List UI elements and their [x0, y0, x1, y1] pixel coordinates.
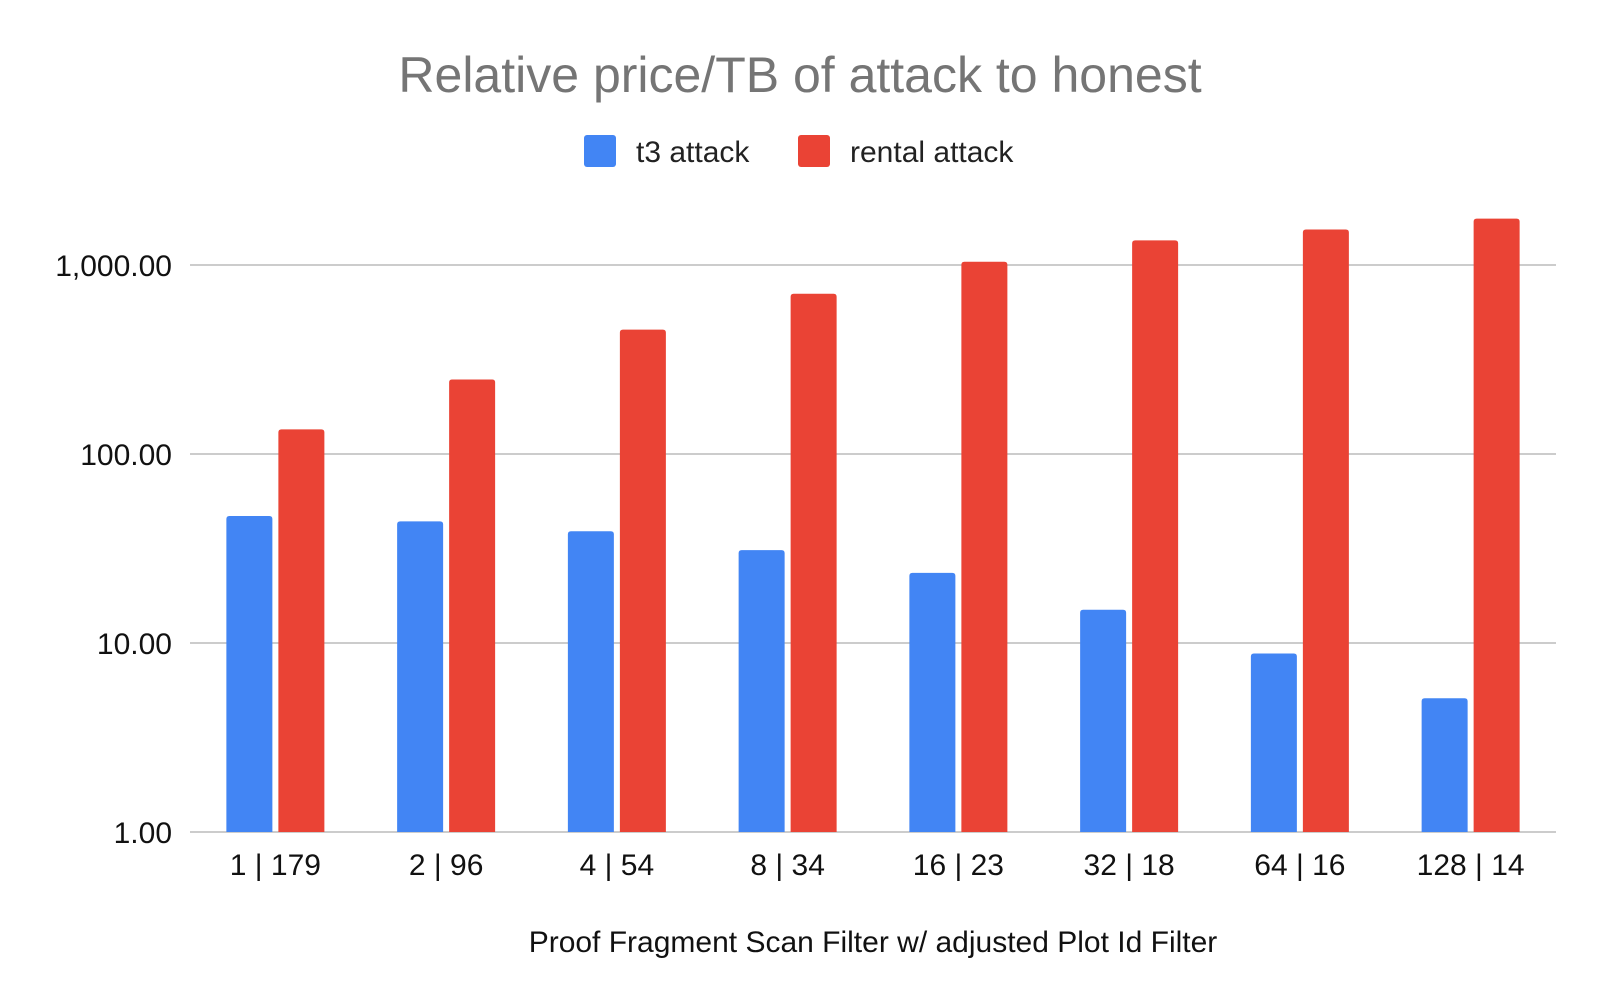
legend: t3 attack rental attack — [584, 135, 1014, 169]
bar-t3-attack — [397, 521, 444, 832]
bar-rental-attack — [449, 379, 496, 832]
bar-rental-attack — [1473, 218, 1520, 833]
x-tick-label: 1 | 179 — [230, 849, 321, 882]
y-tick-label: 10.00 — [97, 628, 172, 661]
bar-rental-attack — [619, 329, 666, 832]
bar-rental-attack — [790, 293, 837, 832]
y-axis-ticks: 1.00 10.00 100.00 1,000.00 — [55, 250, 172, 850]
bar-rental-attack — [1132, 240, 1179, 832]
legend-swatch-t3-attack — [584, 135, 616, 167]
gridlines — [190, 264, 1556, 833]
x-tick-label: 4 | 54 — [580, 849, 655, 882]
bar-t3-attack — [909, 572, 956, 832]
y-tick-label: 1,000.00 — [55, 250, 172, 283]
x-tick-label: 16 | 23 — [913, 849, 1004, 882]
bar-rental-attack — [278, 429, 325, 832]
legend-label-t3-attack: t3 attack — [636, 136, 750, 169]
legend-swatch-rental-attack — [798, 135, 830, 167]
bar-t3-attack — [567, 531, 614, 832]
x-tick-label: 128 | 14 — [1417, 849, 1525, 882]
bar-t3-attack — [738, 550, 785, 832]
x-tick-label: 32 | 18 — [1084, 849, 1175, 882]
legend-label-rental-attack: rental attack — [850, 136, 1014, 169]
bar-t3-attack — [1080, 609, 1127, 832]
x-axis-ticks: 1 | 179 2 | 96 4 | 54 8 | 34 16 | 23 32 | 18 6… — [230, 849, 1525, 882]
bar-rental-attack — [1302, 229, 1349, 832]
y-tick-label: 100.00 — [80, 439, 172, 472]
x-tick-label: 2 | 96 — [409, 849, 484, 882]
bar-t3-attack — [226, 515, 273, 832]
bar-t3-attack — [1250, 653, 1297, 832]
bar-t3-attack — [1421, 698, 1468, 832]
chart-title: Relative price/TB of attack to honest — [398, 47, 1201, 103]
x-tick-label: 64 | 16 — [1254, 849, 1345, 882]
x-axis-title: Proof Fragment Scan Filter w/ adjusted P… — [529, 926, 1218, 959]
bar-rental-attack — [961, 261, 1008, 832]
y-tick-label: 1.00 — [114, 817, 172, 850]
x-tick-label: 8 | 34 — [750, 849, 825, 882]
bars — [226, 218, 1520, 833]
